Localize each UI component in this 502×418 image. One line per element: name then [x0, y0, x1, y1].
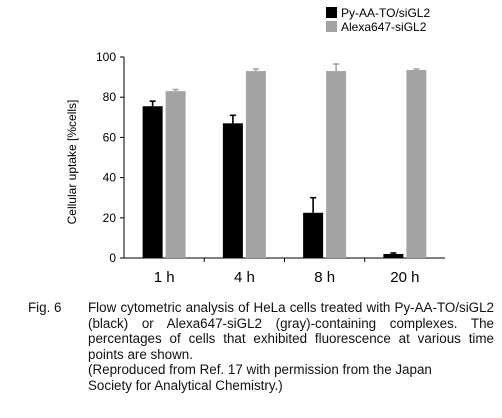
y-tick-label: 80 — [103, 90, 117, 104]
caption-note-line: Society for Analytical Chemistry.) — [88, 377, 283, 393]
figure-caption: Fig. 6 Flow cytometric analysis of HeLa … — [28, 300, 494, 394]
bar — [142, 106, 163, 259]
x-tick-label: 4 h — [234, 269, 255, 286]
caption-row: Fig. 6 Flow cytometric analysis of HeLa … — [28, 300, 494, 362]
caption-note: (Reproduced from Ref. 17 with permission… — [28, 362, 494, 393]
y-tick-label: 40 — [103, 171, 117, 185]
caption-text: Flow cytometric analysis of HeLa cells t… — [88, 300, 494, 362]
legend-swatch — [326, 21, 337, 32]
x-axis: 1 h 4 h 8 h 20 h — [124, 257, 445, 286]
y-tick-label: 100 — [96, 50, 116, 64]
y-axis: 0 20 40 60 80 100 — [96, 50, 125, 265]
bar — [383, 253, 404, 258]
bar — [326, 71, 347, 258]
bar — [222, 123, 243, 258]
y-tick-label: 20 — [103, 211, 117, 225]
bar — [165, 91, 186, 258]
x-tick-label: 20 h — [390, 269, 419, 286]
legend-swatch — [326, 7, 337, 18]
y-axis-title: Cellular uptake [%cells] — [65, 100, 79, 225]
bar — [245, 71, 266, 258]
y-tick-label: 60 — [103, 130, 117, 144]
caption-label: Fig. 6 — [28, 300, 62, 315]
bar-chart: Cellular uptake [%cells] 0 20 40 60 80 100 1 … — [65, 6, 445, 286]
bars — [142, 63, 427, 259]
y-tick-label: 0 — [109, 251, 116, 265]
caption-note-line: (Reproduced from Ref. 17 with permission… — [88, 362, 432, 378]
legend-label: Alexa647-siGL2 — [341, 20, 427, 34]
bar — [406, 70, 427, 258]
bar — [303, 212, 324, 258]
legend-label: Py-AA-TO/siGL2 — [341, 6, 430, 20]
x-tick-label: 8 h — [314, 269, 335, 286]
x-tick-label: 1 h — [154, 269, 175, 286]
